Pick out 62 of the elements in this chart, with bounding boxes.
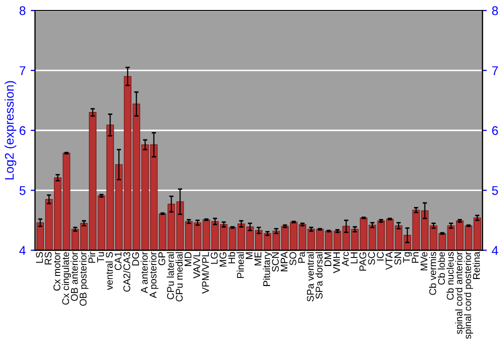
x-tick-label: DM xyxy=(324,252,332,266)
y-tick-label: 8 xyxy=(20,6,26,16)
x-tick-label: OB anterior xyxy=(70,252,78,301)
x-tick-label: CPu lateral xyxy=(166,252,174,300)
x-tick-label: LG xyxy=(210,252,218,264)
y2-tick-label: 6 xyxy=(492,126,498,136)
x-tick-label: Tu xyxy=(97,252,104,262)
x-tick-label: VPM/VPL xyxy=(202,252,209,294)
x-tick-label: spinal cord anterior xyxy=(455,252,464,334)
x-tick-label: VTA xyxy=(386,252,392,270)
y2-tick-label: 8 xyxy=(492,6,498,16)
x-tick-label: PAG xyxy=(359,252,366,271)
x-tick-label: MVe xyxy=(420,252,428,270)
x-tick-label: SN xyxy=(394,252,402,265)
y-tick-label: 4 xyxy=(19,246,26,255)
x-tick-label: RS xyxy=(44,252,52,264)
x-tick-label: Retina xyxy=(472,252,480,279)
x-tick-label: Pa xyxy=(298,252,306,263)
x-tick-label: CA2/CA3 xyxy=(123,252,130,292)
x-tick-label: Pir xyxy=(88,252,96,263)
x-tick-label: Arc xyxy=(342,252,349,266)
x-tick-label: IC xyxy=(376,252,384,260)
y-axis-title: Log2 (expression) xyxy=(4,81,16,180)
x-tick-label: GP xyxy=(158,252,166,266)
x-tick-label: Cb nucleus xyxy=(446,252,454,300)
x-tick-label: Cx motor xyxy=(53,252,60,291)
y2-tick-label: 5 xyxy=(492,186,498,195)
x-tick-label: MG xyxy=(220,252,226,266)
x-tick-label: SPa dorsal xyxy=(315,252,323,299)
x-tick-label: Cx cingulate xyxy=(62,252,71,305)
x-tick-label: SC xyxy=(368,252,375,265)
x-tick-label: Hb xyxy=(228,252,236,264)
y-tick-label: 7 xyxy=(20,66,26,75)
x-tick-label: Pn xyxy=(412,252,419,263)
y-tick-label: 5 xyxy=(20,186,26,195)
x-tick-label: DG xyxy=(132,252,139,266)
x-tick-label: CA1 xyxy=(114,252,122,270)
y-tick-label: 6 xyxy=(20,126,26,136)
x-tick-label: A anterior xyxy=(140,252,148,294)
x-tick-label: LS xyxy=(36,252,43,263)
x-tick-label: SPa ventral xyxy=(306,252,314,302)
x-tick-label: ME xyxy=(254,252,262,266)
x-tick-label: ventral S xyxy=(106,252,113,290)
x-tick-label: VA/VL xyxy=(193,252,200,278)
x-tick-label: A posterior xyxy=(149,252,158,298)
x-tick-label: LH xyxy=(350,252,358,264)
x-tick-label: Cb lobe xyxy=(438,252,445,285)
x-tick-label: spinal cord posterior xyxy=(464,252,474,339)
x-tick-label: Cb vermis xyxy=(429,252,436,295)
x-tick-label: Tg xyxy=(403,252,412,263)
x-tick-label: VMH xyxy=(333,252,340,274)
y2-tick-label: 7 xyxy=(492,66,498,75)
x-tick-label: M xyxy=(246,252,253,259)
y2-tick-label: 4 xyxy=(492,246,498,255)
x-tick-label: SO xyxy=(289,252,296,266)
x-tick-label: SCN xyxy=(272,252,279,272)
x-tick-label: Pituitary xyxy=(262,252,272,286)
x-tick-label: Pineal xyxy=(236,252,244,278)
x-tick-label: MD xyxy=(184,252,192,266)
x-tick-label: OB posterior xyxy=(79,252,88,306)
x-tick-label: CPu medial xyxy=(176,252,183,302)
x-tick-label: MPA xyxy=(280,252,288,272)
